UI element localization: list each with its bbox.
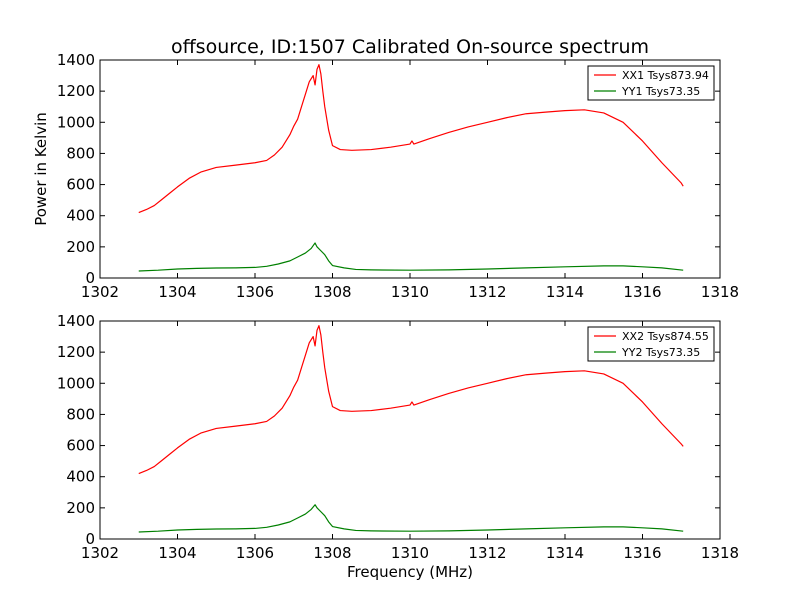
bottom-x-tick-label: 1304: [158, 544, 196, 562]
bottom-y-tick-label: 1200: [57, 343, 95, 361]
bottom-x-tick-label: 1314: [546, 544, 584, 562]
bottom-y-tick-label: 600: [66, 437, 95, 455]
top-x-tick-label: 1302: [81, 283, 119, 301]
top-x-tick-label: 1318: [701, 283, 739, 301]
top-x-tick-label: 1304: [158, 283, 196, 301]
top-series-line-2: [138, 242, 684, 272]
top-legend-box: [587, 65, 715, 101]
y-axis-label: Power in Kelvin: [32, 112, 50, 226]
bottom-legend: XX2 Tsys874.55 YY2 Tsys73.35: [587, 326, 715, 362]
bottom-y-tick-label: 1000: [57, 374, 95, 392]
bottom-x-tick-label: 1306: [236, 544, 274, 562]
top-y-tick-label: 1200: [57, 82, 95, 100]
bottom-y-tick-label: 1400: [57, 312, 95, 330]
top-legend-label-1: XX1 Tsys873.94: [622, 69, 709, 82]
bottom-y-tick-label: 200: [66, 499, 95, 517]
bottom-x-tick-label: 1310: [391, 544, 429, 562]
top-y-tick-label: 1400: [57, 51, 95, 69]
top-y-tick-label: 800: [66, 144, 95, 162]
top-y-tick-label: 600: [66, 176, 95, 194]
bottom-legend-label-1: XX2 Tsys874.55: [622, 330, 709, 343]
bottom-series-line-1: [138, 325, 684, 475]
top-subplot: 1302 1304 1306 1308 1310 1312 1314 1316 1318 0 200…: [57, 51, 739, 301]
top-legend: XX1 Tsys873.94 YY1 Tsys73.35: [587, 65, 715, 101]
bottom-subplot: 1302 1304 1306 1308 1310 1312 1314 1316 1318 0 200…: [57, 312, 739, 562]
top-y-tick-label: 0: [85, 269, 95, 287]
top-x-tick-label: 1314: [546, 283, 584, 301]
bottom-x-tick-label: 1318: [701, 544, 739, 562]
top-x-tick-label: 1312: [468, 283, 506, 301]
bottom-x-tick-label: 1312: [468, 544, 506, 562]
top-y-tick-label: 1000: [57, 113, 95, 131]
bottom-x-tick-label: 1308: [313, 544, 351, 562]
bottom-legend-label-2: YY2 Tsys73.35: [621, 346, 700, 359]
bottom-y-tick-label: 0: [85, 530, 95, 548]
bottom-y-tick-label: 400: [66, 468, 95, 486]
top-x-tick-label: 1306: [236, 283, 274, 301]
chart-title: offsource, ID:1507 Calibrated On-source …: [171, 36, 649, 58]
top-y-tick-label: 200: [66, 238, 95, 256]
bottom-legend-box: [587, 326, 715, 362]
bottom-x-tick-label: 1302: [81, 544, 119, 562]
top-y-tick-label: 400: [66, 207, 95, 225]
top-series-line-1: [138, 64, 684, 214]
bottom-x-tick-label: 1316: [623, 544, 661, 562]
x-axis-label: Frequency (MHz): [347, 563, 473, 581]
bottom-y-tick-label: 800: [66, 405, 95, 423]
top-x-tick-label: 1308: [313, 283, 351, 301]
top-legend-label-2: YY1 Tsys73.35: [621, 85, 700, 98]
top-x-tick-label: 1316: [623, 283, 661, 301]
top-x-tick-label: 1310: [391, 283, 429, 301]
bottom-series-line-2: [138, 504, 684, 533]
